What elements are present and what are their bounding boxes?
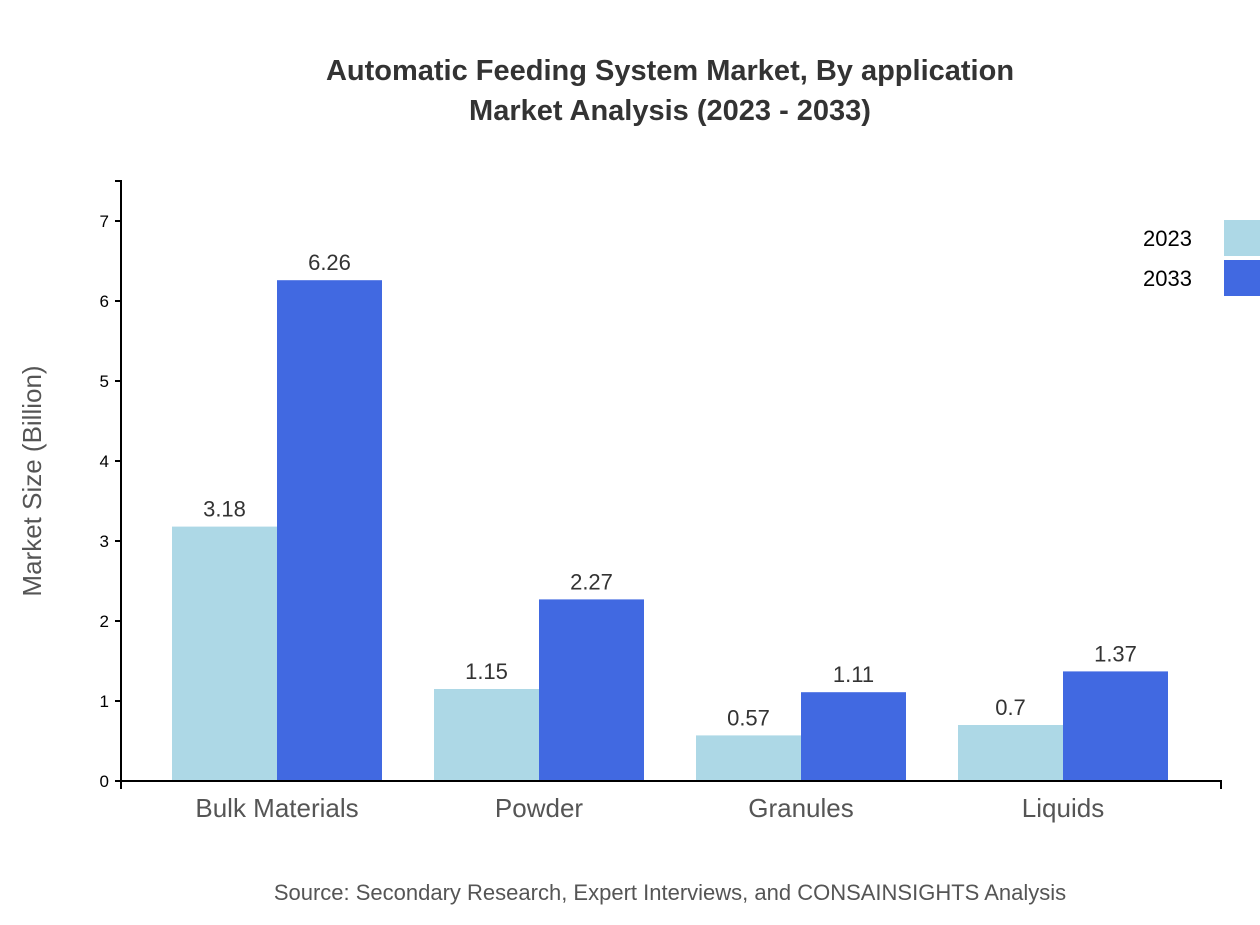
y-tick-label: 6 [100,292,109,311]
source-note: Source: Secondary Research, Expert Inter… [274,880,1066,905]
legend-label: 2023 [1143,226,1192,251]
data-label: 2.27 [570,569,613,594]
legend-swatch [1224,260,1260,296]
y-tick-label: 7 [100,212,109,231]
x-tick-label: Bulk Materials [195,793,358,823]
y-tick-label: 4 [100,452,109,471]
x-tick-label: Powder [495,793,583,823]
chart-title: Automatic Feeding System Market, By appl… [326,55,1014,87]
data-label: 1.11 [833,662,874,687]
chart-subtitle: Market Analysis (2023 - 2033) [469,95,871,127]
bar-2033 [801,692,906,781]
y-tick-label: 5 [100,372,109,391]
x-axis-line [120,780,1222,789]
y-tick-label: 3 [100,532,109,551]
bar-2033 [1063,671,1168,781]
y-axis-label: Market Size (Billion) [17,365,47,596]
legend-swatch [1224,220,1260,256]
y-axis-line [115,180,122,782]
x-tick-label: Liquids [1022,793,1104,823]
data-label: 1.37 [1094,641,1137,666]
bar-2023 [958,725,1063,781]
bar-2033 [277,280,382,781]
bar-2023 [696,735,801,781]
bar-2033 [539,599,644,781]
y-tick-label: 0 [100,772,109,791]
data-label: 1.15 [465,659,508,684]
data-label: 0.7 [995,695,1026,720]
data-label: 6.26 [308,250,351,275]
x-tick-label: Granules [748,793,854,823]
y-tick-label: 2 [100,612,109,631]
data-label: 0.57 [727,705,770,730]
bar-2023 [172,526,277,781]
legend-label: 2033 [1143,266,1192,291]
bar-2023 [434,689,539,781]
data-label: 3.18 [203,497,246,522]
y-tick-label: 1 [100,692,109,711]
